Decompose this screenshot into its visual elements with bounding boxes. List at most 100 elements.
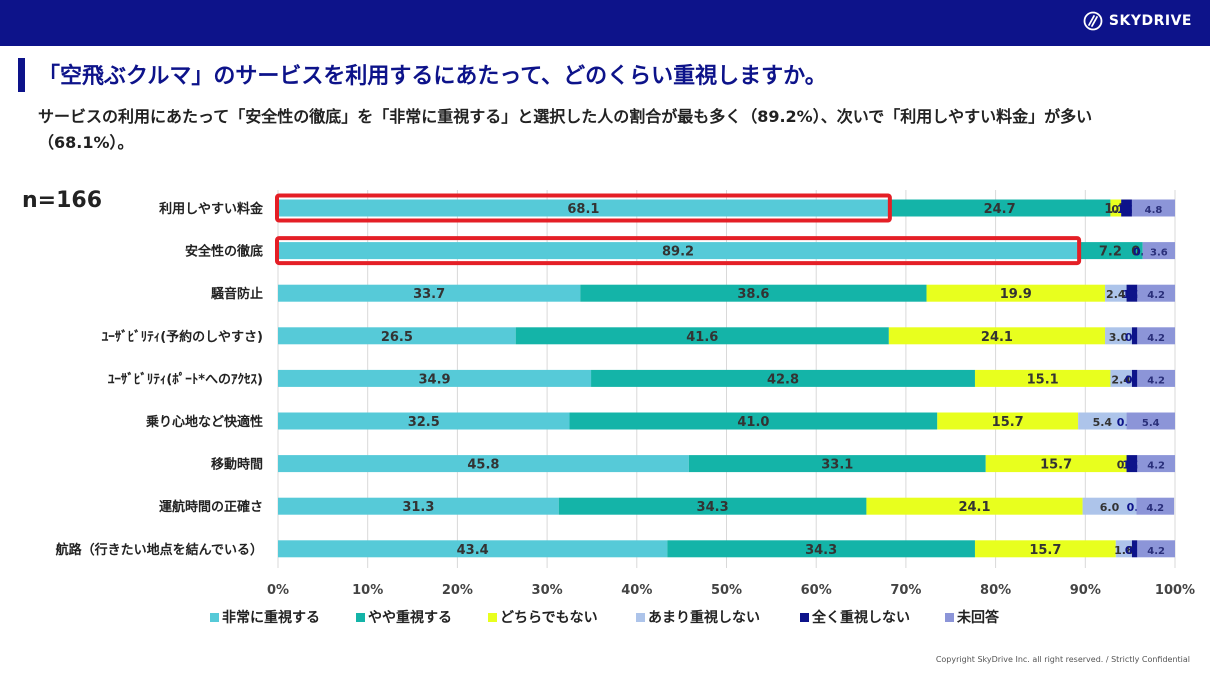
bar-segment [1126,412,1175,430]
x-tick-label: 80% [980,583,1011,598]
brand-name: SKYDRIVE [1108,13,1192,29]
legend-swatch [800,613,809,622]
data-label: 4.2 [1147,290,1165,301]
bar-segment [1137,327,1175,345]
data-label: 43.4 [457,543,489,558]
data-label: 4.2 [1146,503,1164,514]
data-label: 34.3 [805,543,837,558]
bar-segment [1137,369,1175,387]
data-label: 33.1 [821,458,853,473]
bar-segment [937,412,1079,430]
x-tick-label: 10% [352,583,383,598]
data-label: 33.7 [413,287,445,302]
bar-segment [1131,327,1138,345]
bar-segment [1136,497,1175,515]
legend-swatch [210,613,219,622]
legend-label: 未回答 [957,609,1000,626]
data-label: 34.9 [418,372,450,387]
legend-label: どちらでもない [500,610,598,626]
bar-segment [1126,284,1138,302]
data-label: 7.2 [1099,245,1122,260]
data-label: 3.0 [1109,331,1129,344]
data-label: 24.1 [981,330,1013,345]
category-label: 移動時間 [211,457,263,473]
bar-segment [278,327,516,345]
category-label: 安全性の徹底 [185,244,263,260]
legend-swatch [488,613,497,622]
data-label: 15.7 [992,415,1024,430]
top-bar: SKYDRIVE [0,0,1210,46]
bar-segment [278,284,581,302]
bar-segment [515,327,889,345]
data-label: 1.8 [1114,544,1134,557]
bar-segment [558,497,867,515]
bar-segment [1131,199,1175,217]
data-label: 15.7 [1029,543,1061,558]
highlight-box [275,236,1082,266]
legend-label: やや重視する [368,609,452,626]
bar-segment [866,497,1083,515]
bar-segment [1105,327,1132,345]
data-label: 4.2 [1147,375,1165,386]
data-label: 2.4 [1111,373,1131,386]
data-label: 4.2 [1147,461,1165,472]
bar-segment [278,540,668,558]
category-label: 騒音防止 [210,286,263,302]
bar-segment [1137,455,1175,473]
category-label: ﾕｰｻﾞﾋﾞﾘﾃｨ(予約のしやすさ) [102,329,263,345]
data-label: 1.2 [1122,459,1142,472]
bar-segment [1126,455,1138,473]
bar-segment [580,284,927,302]
x-tick-label: 70% [890,583,921,598]
category-label: 乗り心地など快適性 [145,414,263,430]
bar-segment [1137,284,1175,302]
bar-segment [278,412,570,430]
skydrive-logo-icon [1083,11,1103,31]
bar-segment [888,327,1106,345]
sample-size-label: n=166 [22,188,103,213]
data-label: 4.2 [1147,333,1165,344]
x-tick-label: 90% [1070,583,1101,598]
bar-segment [1121,199,1132,217]
bar-segment [278,242,1079,260]
bar-segment [1115,540,1132,558]
bar-segment [1131,369,1138,387]
data-label: 1.2 [1117,203,1137,216]
data-label: 45.8 [467,458,499,473]
category-label: 航路（行きたい地点を結んでいる） [56,542,263,558]
brand-logo[interactable]: SKYDRIVE [1083,11,1192,31]
copyright-footer: Copyright SkyDrive Inc. all right reserv… [935,655,1190,664]
data-label: 15.1 [1027,372,1059,387]
data-label: 6.0 [1100,501,1120,514]
data-label: 42.8 [767,372,799,387]
bar-segment [278,455,689,473]
category-label: 運航時間の正確さ [159,499,263,515]
data-label: 89.2 [662,245,694,260]
data-label: 2.4 [1106,288,1126,301]
legend-swatch [636,613,645,622]
page-subtitle: サービスの利用にあたって「安全性の徹底」を「非常に重視する」と選択した人の割合が… [38,107,1093,152]
bar-segment [1082,497,1137,515]
highlight-box [275,193,892,223]
legend-label: あまり重視しない [648,609,760,626]
bar-segment [1078,412,1127,430]
data-label: 19.9 [1000,287,1032,302]
legend-swatch [356,613,365,622]
data-label: 38.6 [737,287,769,302]
x-tick-label: 40% [621,583,652,598]
data-label: 41.0 [737,415,769,430]
data-label: 3.6 [1150,248,1168,259]
x-tick-label: 100% [1155,583,1195,598]
data-label: 5.4 [1142,418,1160,429]
bar-segment [278,199,889,217]
x-tick-label: 60% [801,583,832,598]
x-tick-label: 50% [711,583,742,598]
bar-segment [888,199,1111,217]
legend-label: 全く重視しない [811,609,910,626]
data-label: 32.5 [408,415,440,430]
data-label: 5.4 [1093,416,1113,429]
x-tick-label: 0% [267,583,289,598]
bar-segment [278,497,559,515]
bar-segment [974,369,1111,387]
data-label: 15.7 [1040,458,1072,473]
